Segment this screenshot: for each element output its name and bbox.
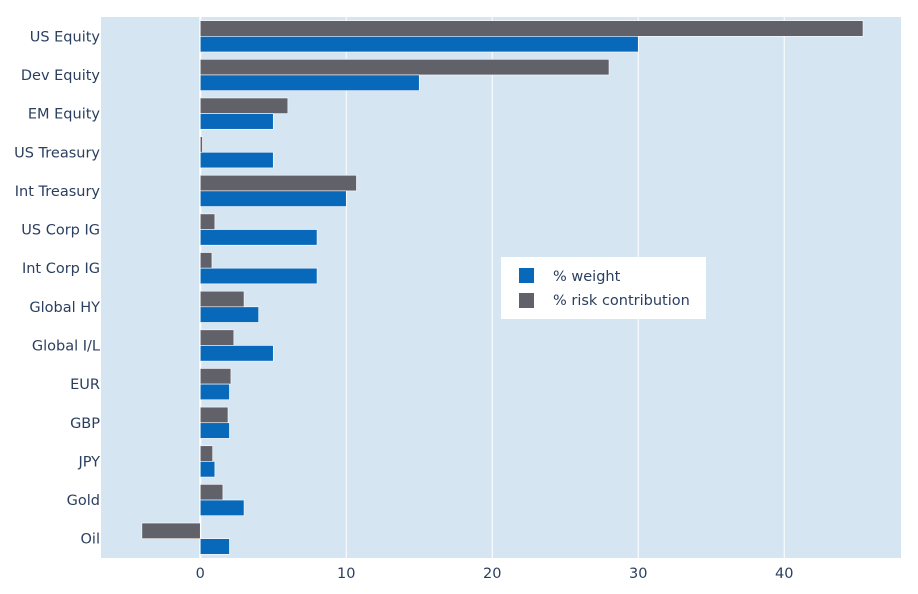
bar-risk-gbp xyxy=(199,406,229,424)
bar-risk-dev-equity xyxy=(199,59,610,76)
y-tick-label-global-i-l: Global I/L xyxy=(32,338,100,354)
legend-swatch-weight xyxy=(519,268,534,283)
y-tick-label-gbp: GBP xyxy=(70,416,100,432)
x-tick-label-10: 10 xyxy=(337,566,355,582)
y-tick-label-us-corp-ig: US Corp IG xyxy=(21,223,100,239)
bar-risk-us-treasury xyxy=(199,136,203,153)
y-tick-label-jpy: JPY xyxy=(77,454,100,470)
legend: % weight % risk contribution xyxy=(501,257,706,319)
x-axis-ticks: 0 10 20 30 40 xyxy=(196,566,794,582)
bar-risk-us-equity xyxy=(199,20,864,37)
bar-weight-dev-equity xyxy=(199,74,420,91)
y-tick-label-us-equity: US Equity xyxy=(30,29,101,45)
bar-risk-jpy xyxy=(199,445,213,462)
bar-weight-us-treasury xyxy=(199,151,274,169)
y-tick-label-oil: Oil xyxy=(81,532,100,548)
y-tick-label-global-hy: Global HY xyxy=(29,300,100,316)
y-tick-label-eur: EUR xyxy=(70,377,100,393)
bar-risk-oil xyxy=(141,522,201,539)
bar-weight-jpy xyxy=(199,461,216,478)
bar-risk-int-treasury xyxy=(199,174,357,192)
y-tick-label-dev-equity: Dev Equity xyxy=(21,68,101,84)
bar-risk-us-corp-ig xyxy=(199,213,216,230)
bar-weight-int-corp-ig xyxy=(199,267,318,285)
bar-risk-eur xyxy=(199,368,232,385)
x-tick-label-30: 30 xyxy=(629,566,647,582)
bar-risk-int-corp-ig xyxy=(199,252,213,269)
x-tick-label-20: 20 xyxy=(483,566,501,582)
legend-swatch-risk-contribution xyxy=(519,293,534,308)
bar-weight-int-treasury xyxy=(199,190,347,207)
bar-risk-gold xyxy=(199,484,224,501)
bar-risk-em-equity xyxy=(199,97,289,114)
y-tick-label-int-treasury: Int Treasury xyxy=(15,184,101,200)
bar-weight-global-i-l xyxy=(199,345,274,362)
bars xyxy=(141,20,864,555)
bar-weight-global-hy xyxy=(199,306,259,323)
bar-risk-global-hy xyxy=(199,290,245,308)
y-axis-ticks: US Equity Dev Equity EM Equity US Treasury I… xyxy=(14,29,100,547)
bar-weight-em-equity xyxy=(199,113,274,130)
bar-weight-oil xyxy=(199,538,230,555)
x-tick-label-40: 40 xyxy=(775,566,793,582)
y-tick-label-int-corp-ig: Int Corp IG xyxy=(22,261,100,277)
x-tick-label-0: 0 xyxy=(196,566,205,582)
y-tick-label-us-treasury: US Treasury xyxy=(14,145,100,161)
legend-label-risk-contribution: % risk contribution xyxy=(553,293,690,309)
bar-weight-eur xyxy=(199,383,230,401)
bar-weight-us-corp-ig xyxy=(199,229,318,246)
legend-box xyxy=(501,257,706,319)
bar-risk-global-i-l xyxy=(199,329,235,346)
y-tick-label-gold: Gold xyxy=(67,493,100,509)
legend-label-weight: % weight xyxy=(553,269,621,285)
y-tick-label-em-equity: EM Equity xyxy=(28,107,101,123)
bar-weight-us-equity xyxy=(199,36,639,53)
bar-weight-gbp xyxy=(199,422,230,439)
bar-weight-gold xyxy=(199,499,245,516)
